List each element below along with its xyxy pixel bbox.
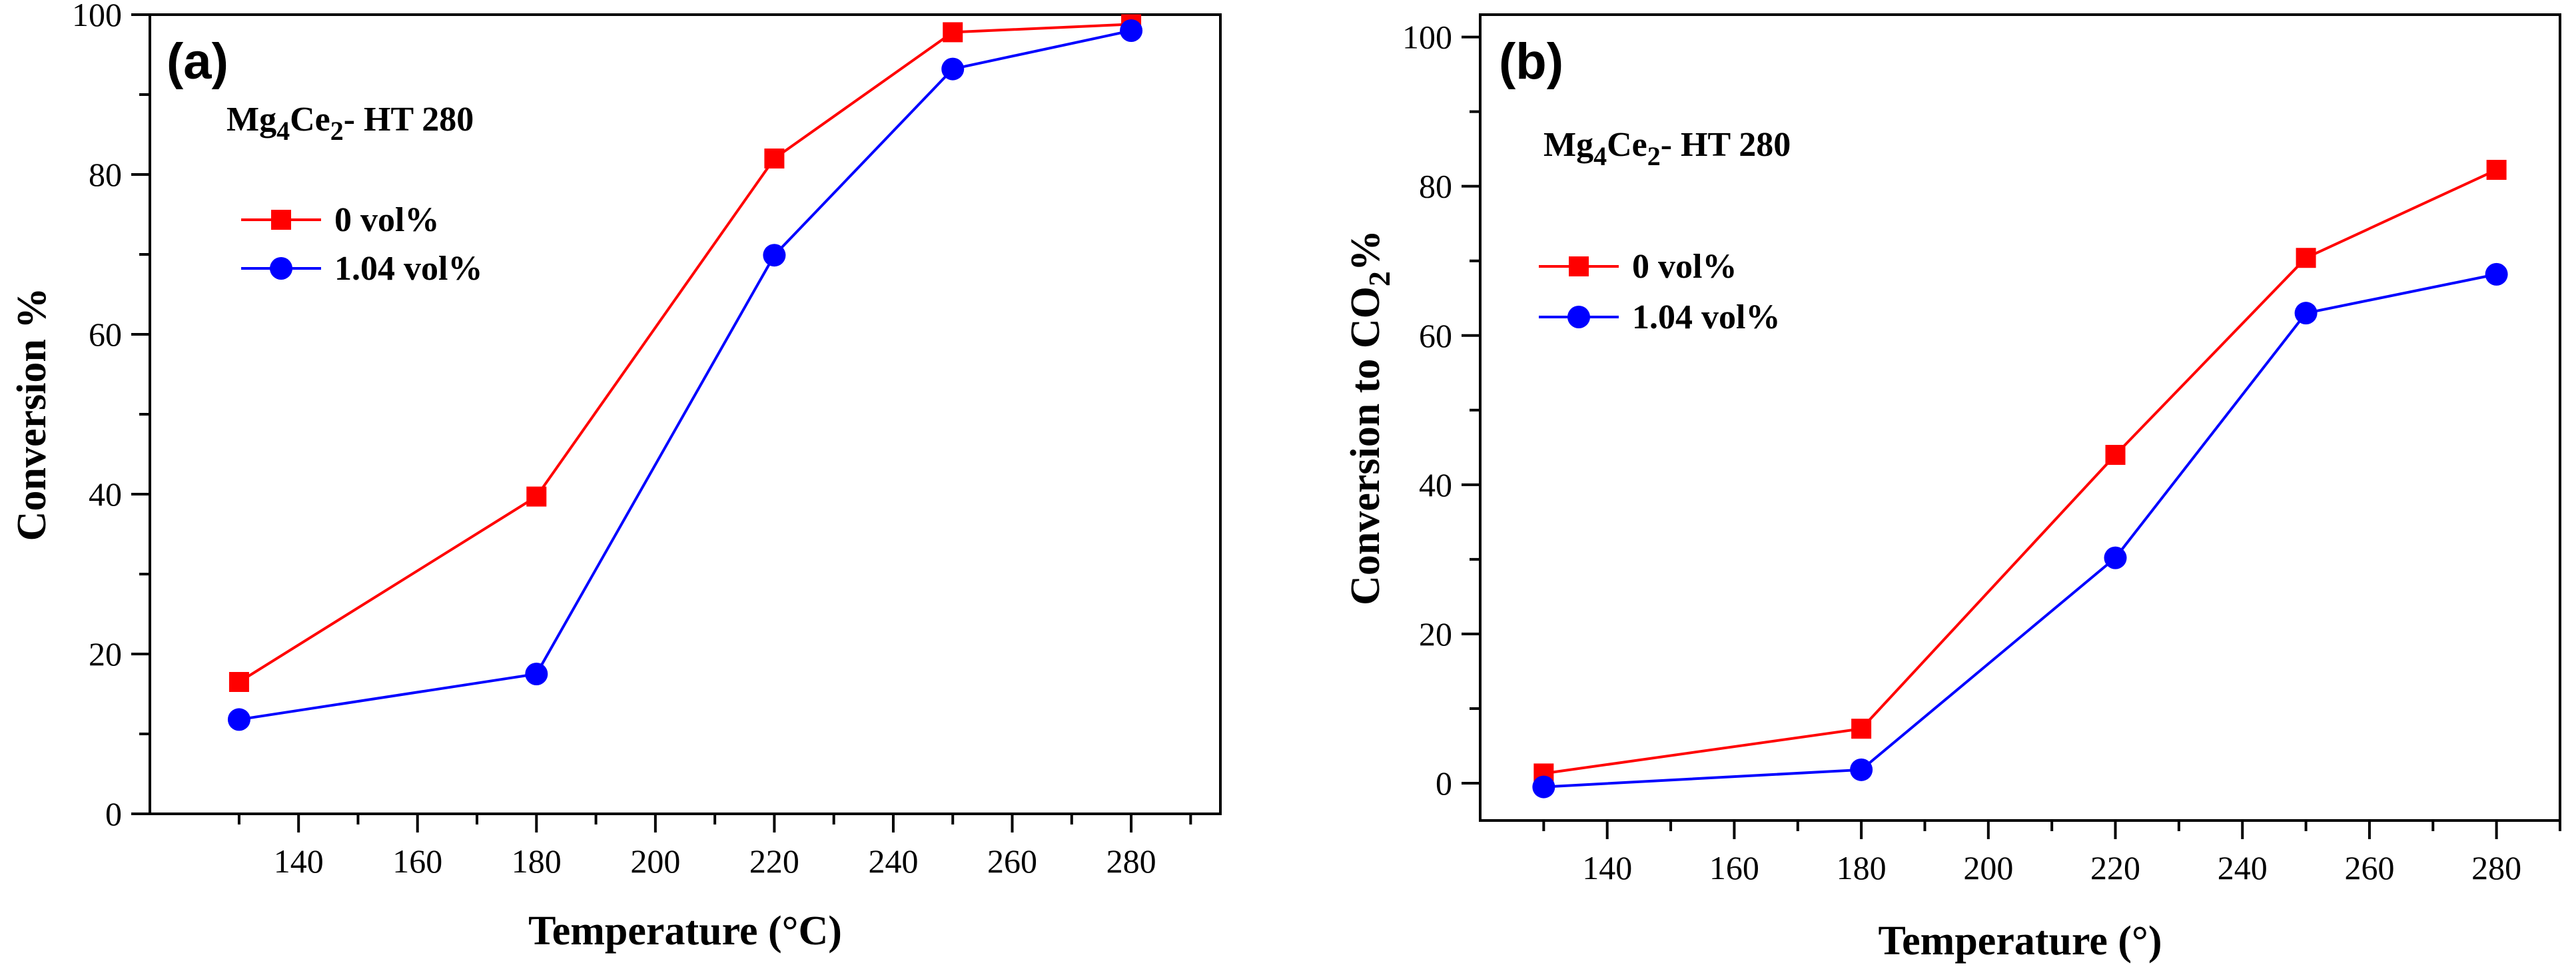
legend-marker-square — [271, 210, 291, 230]
x-tick-label: 260 — [2344, 849, 2394, 886]
x-tick-label: 200 — [1963, 849, 2013, 886]
x-axis-label: Temperature (°) — [1879, 918, 2162, 964]
legend-label: 1.04 vol% — [1632, 298, 1780, 336]
x-tick-label: 240 — [2218, 849, 2268, 886]
data-point-circle — [763, 244, 786, 267]
series-1-04-vol — [227, 19, 1143, 731]
x-tick-label: 180 — [512, 842, 562, 880]
y-axis-label-suffix: % — [1343, 230, 1388, 271]
y-tick-label: 40 — [1419, 466, 1452, 503]
legend: 0 vol% 1.04 vol% — [1539, 248, 1780, 336]
data-point-circle — [2294, 302, 2318, 325]
y-tick-label: 0 — [105, 795, 122, 832]
data-point-square — [1851, 719, 1872, 739]
data-point-circle — [941, 57, 965, 81]
x-tick-label: 280 — [1106, 842, 1156, 880]
y-axis-label-main: Conversion to CO — [1343, 286, 1388, 605]
legend-marker-circle — [1567, 306, 1590, 328]
sample-label-prefix: Mg — [226, 101, 276, 139]
panel-label: (a) — [167, 33, 228, 90]
data-point-square — [2105, 445, 2126, 466]
sample-label: Mg4Ce2- HT 280 — [1543, 126, 1791, 171]
series-line — [1543, 272, 2497, 789]
data-point-square — [2296, 248, 2316, 268]
sample-label-suffix: - HT 280 — [1661, 126, 1791, 164]
x-tick-label: 260 — [987, 842, 1037, 880]
y-axis-label-main: Conversion % — [9, 288, 55, 541]
sample-label-suffix: - HT 280 — [344, 101, 474, 139]
data-point-square — [228, 672, 249, 692]
y-tick-label: 80 — [89, 156, 122, 193]
data-point-square — [943, 22, 963, 43]
sample-label-prefix: Mg — [1543, 126, 1593, 164]
sample-label-mid: Ce — [1607, 126, 1647, 164]
y-tick-label: 20 — [1419, 615, 1452, 653]
data-point-circle — [1120, 19, 1143, 42]
data-point-circle — [1850, 758, 1873, 781]
data-point-circle — [2485, 262, 2508, 286]
y-tick-label: 40 — [89, 476, 122, 513]
x-tick-label: 220 — [749, 842, 799, 880]
sample-label-subscript: 2 — [330, 116, 344, 146]
x-tick-label: 200 — [630, 842, 680, 880]
x-tick-label: 160 — [392, 842, 442, 880]
x-tick-label: 180 — [1837, 849, 1887, 886]
legend-label: 0 vol% — [334, 201, 439, 239]
panel-label: (b) — [1499, 33, 1563, 90]
data-point-circle — [1532, 775, 1555, 799]
y-tick-label: 20 — [89, 635, 122, 673]
y-axis-label: Conversion % — [9, 288, 55, 541]
y-tick-label: 100 — [72, 0, 122, 33]
legend: 0 vol% 1.04 vol% — [241, 201, 482, 288]
legend-marker-square — [1569, 256, 1589, 276]
series-1-04-vol — [1532, 262, 2508, 799]
x-tick-label: 160 — [1709, 849, 1759, 886]
x-axis-label: Temperature (°C) — [528, 908, 842, 954]
sample-label-subscript: 2 — [1647, 141, 1661, 171]
x-tick-label: 140 — [1582, 849, 1632, 886]
data-point-circle — [525, 663, 548, 685]
data-point-square — [526, 486, 547, 507]
y-tick-label: 100 — [1402, 19, 1452, 56]
y-axis-label-subscript: 2 — [1362, 271, 1396, 286]
sample-label: Mg4Ce2- HT 280 — [226, 101, 474, 146]
series-0-vol — [1533, 160, 2507, 784]
y-tick-label: 60 — [1419, 317, 1452, 354]
data-point-circle — [227, 708, 250, 731]
legend-label: 0 vol% — [1632, 248, 1737, 286]
x-tick-label: 140 — [274, 842, 324, 880]
plot-frame — [1479, 13, 2561, 822]
x-tick-label: 220 — [2090, 849, 2140, 886]
y-tick-label: 80 — [1419, 168, 1452, 205]
data-point-circle — [2104, 546, 2127, 569]
y-tick-label: 0 — [1436, 765, 1452, 802]
x-tick-label: 280 — [2471, 849, 2521, 886]
sample-label-subscript: 4 — [276, 116, 290, 146]
y-axis-label: Conversion to CO2% — [1343, 230, 1396, 605]
data-point-square — [2486, 160, 2507, 180]
legend-marker-circle — [270, 257, 292, 280]
legend-label: 1.04 vol% — [334, 250, 482, 288]
chart-panel-b: 140 160 180 200 220 240 260 280 0 20 40 60 80 100 Temp… — [1343, 13, 2561, 964]
sample-label-subscript: 4 — [1593, 141, 1607, 171]
x-tick-label: 240 — [868, 842, 918, 880]
sample-label-mid: Ce — [290, 101, 330, 139]
y-tick-label: 60 — [89, 316, 122, 353]
chart-panel-a: 140 160 180 200 220 240 260 280 0 20 40 60 80 100 Temp… — [9, 0, 1222, 954]
data-point-square — [764, 149, 785, 168]
